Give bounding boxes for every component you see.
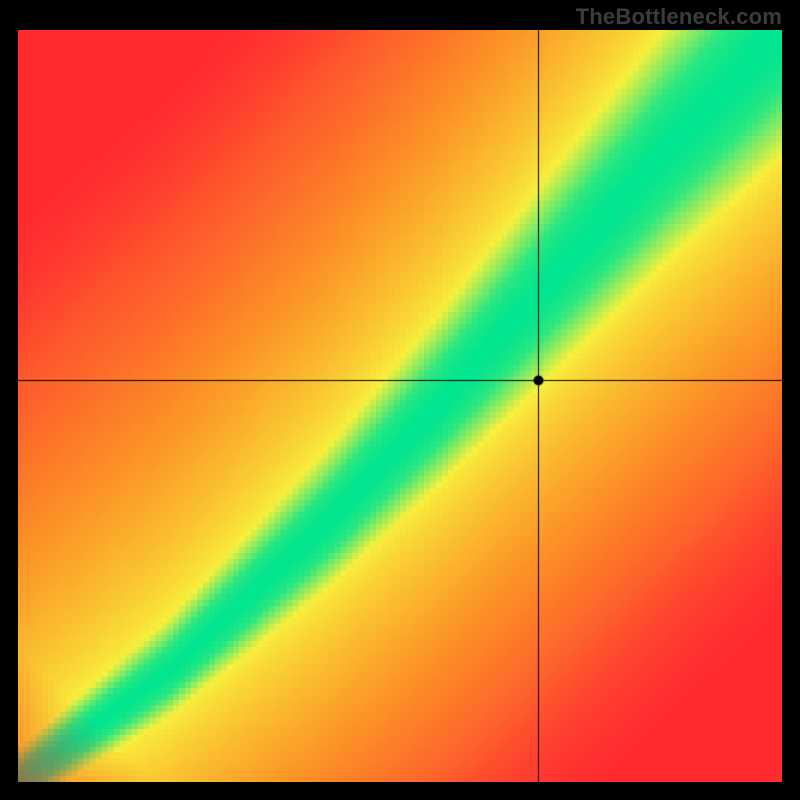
crosshair-overlay (18, 30, 782, 782)
watermark-text: TheBottleneck.com (576, 4, 782, 30)
border-bottom (0, 782, 800, 800)
chart-container: TheBottleneck.com (0, 0, 800, 800)
border-right (782, 30, 800, 782)
border-left (0, 30, 18, 782)
